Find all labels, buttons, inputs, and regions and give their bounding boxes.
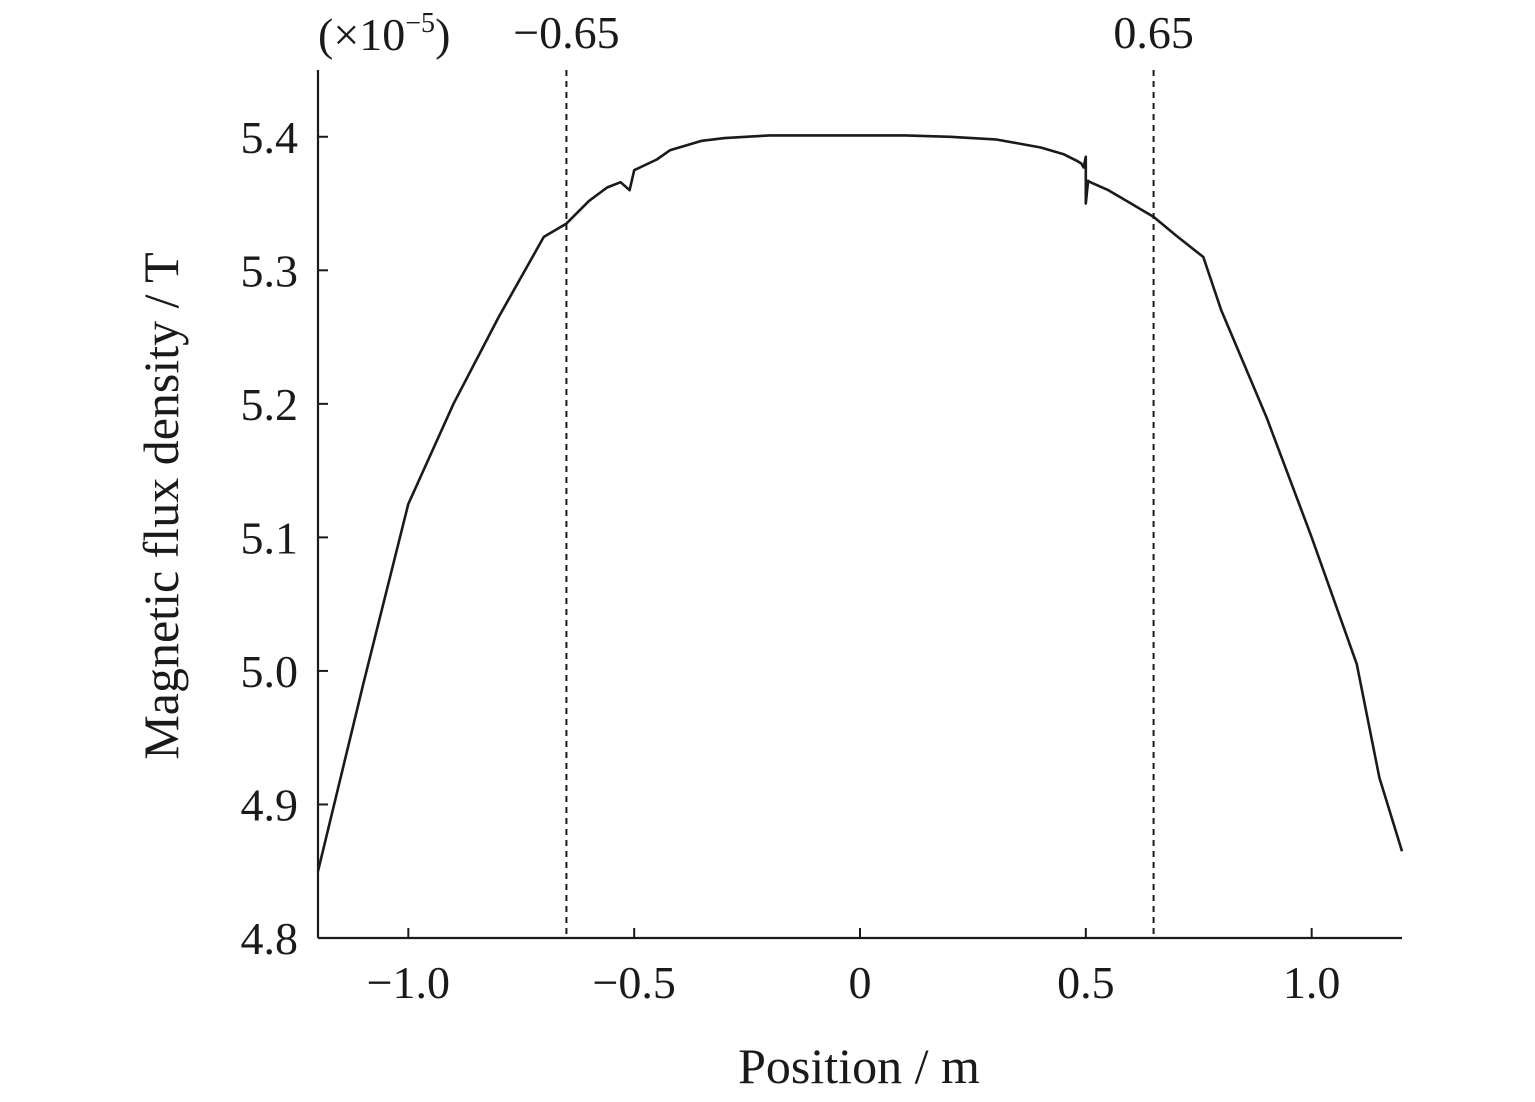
reference-line-label: 0.65 [1113,7,1194,58]
y-tick-label: 5.2 [241,379,299,430]
y-tick-label: 4.9 [241,779,299,830]
series-layer [316,134,1404,872]
y-scale-factor: (×10−5) [318,8,450,60]
y-tick-label: 5.3 [241,245,299,296]
x-tick-label: −1.0 [367,957,450,1008]
x-tick-label: 0.5 [1057,957,1115,1008]
labels: (×10−5) Position / m Magnetic flux densi… [133,8,980,1094]
reference-line-label: −0.65 [513,7,619,58]
axes: −1.0 −0.5 0 0.5 1.0 4.8 4.9 5.0 5.1 5.2 5.3 5.4 [241,70,1402,1008]
x-tick-label: −0.5 [592,957,675,1008]
x-axis-title: Position / m [738,1038,980,1094]
y-tick-label: 5.1 [241,512,299,563]
reference-lines: −0.65 0.65 [513,7,1194,938]
y-axis-title: Magnetic flux density / T [133,252,189,759]
y-tick-label: 5.4 [241,112,299,163]
y-tick-label: 5.0 [241,646,299,697]
x-tick-label: 0 [849,957,872,1008]
flux-density-line [316,134,1404,872]
y-tick-label: 4.8 [241,913,299,964]
x-tick-label: 1.0 [1283,957,1341,1008]
